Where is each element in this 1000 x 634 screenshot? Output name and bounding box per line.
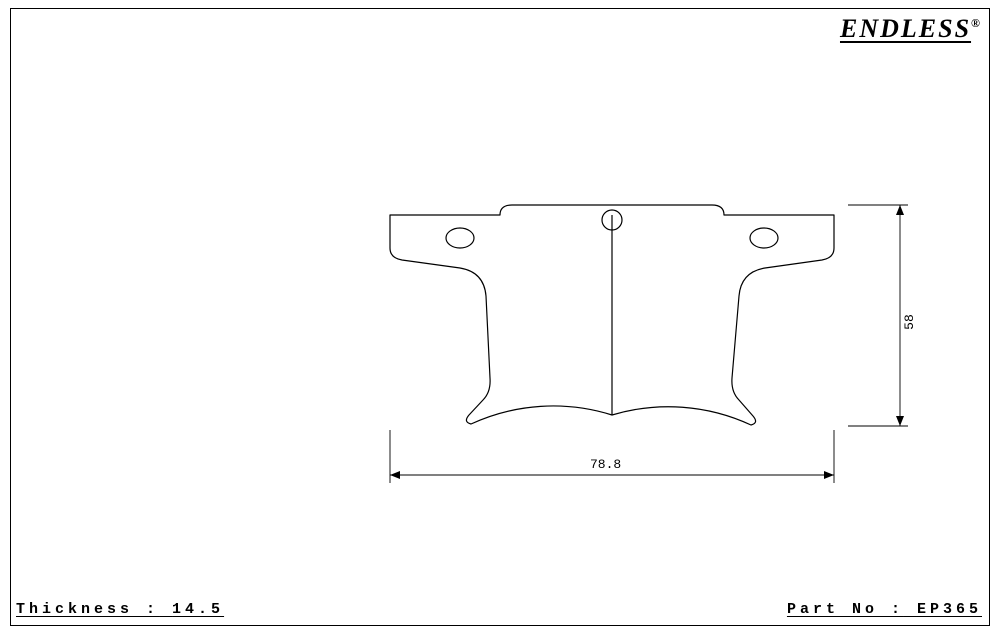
partno-value: EP365 <box>917 601 982 618</box>
brand-logo: ENDLESS® <box>840 14 982 44</box>
thickness-label-block: Thickness : 14.5 <box>16 601 224 618</box>
partno-label: Part No : <box>787 601 904 618</box>
drawing-frame <box>10 8 990 626</box>
partno-label-block: Part No : EP365 <box>787 601 982 618</box>
thickness-value: 14.5 <box>172 601 224 618</box>
thickness-label: Thickness : <box>16 601 159 618</box>
brand-text: ENDLESS <box>840 14 971 43</box>
